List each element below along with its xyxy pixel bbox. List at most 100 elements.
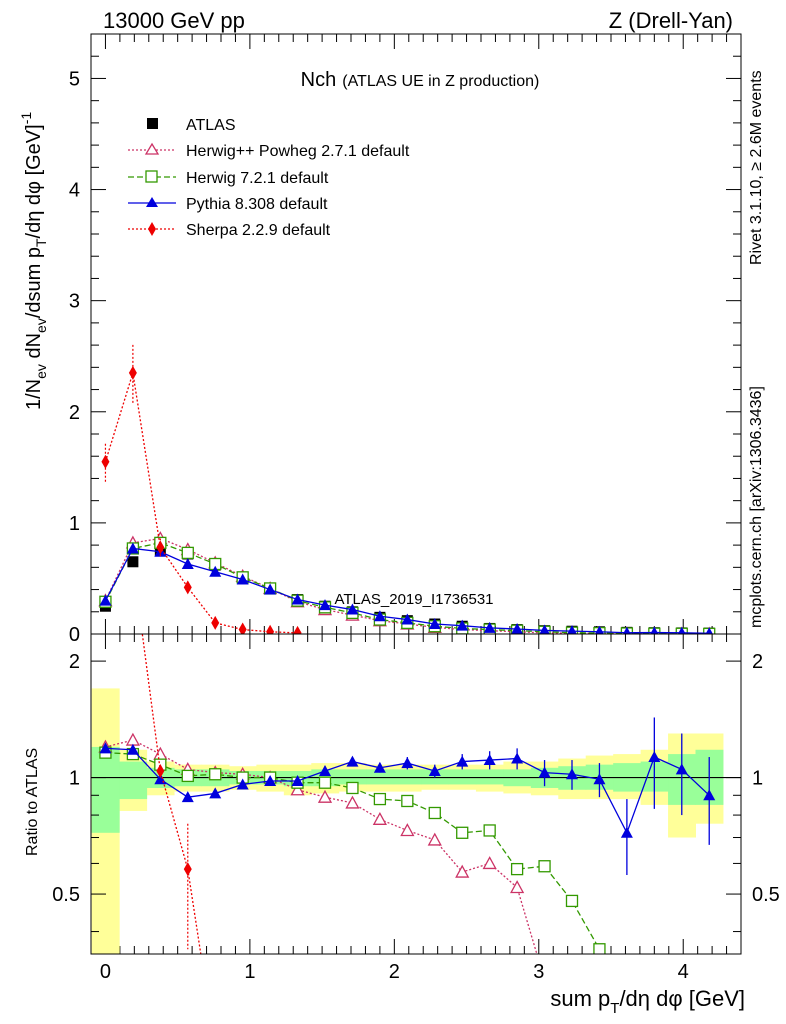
plot-title: Nch (ATLAS UE in Z production) [301, 69, 540, 91]
ratio-point-sherpa [183, 862, 192, 877]
point-pythia [677, 626, 686, 634]
point-pythia [456, 619, 469, 631]
point-pythia [401, 613, 414, 625]
legend-pythia-label: Pythia 8.308 default [186, 196, 328, 213]
ratio-point-pythia [99, 742, 112, 754]
point-pythia [511, 623, 524, 634]
point-pythia [346, 603, 359, 615]
legend-pythia: Pythia 8.308 default [128, 196, 328, 213]
legend-herwigpp: Herwig++ Powheg 2.7.1 default [128, 142, 410, 160]
bottom-y-tick-labels: 0.5 0.5 1 1 2 2 [52, 651, 780, 906]
legend-atlas-label: ATLAS [186, 117, 236, 134]
ratio-point-pythia [703, 789, 716, 801]
ratio-point-herwig7 [401, 794, 414, 808]
series-line-sherpa [104, 372, 298, 634]
band-inner [393, 769, 422, 785]
bottom-y-tick-label-left: 1 [69, 768, 80, 790]
legend-herwigpp-marker [144, 142, 160, 155]
point-herwig7 [181, 546, 194, 560]
ratio-point-pythia [126, 743, 139, 755]
header-left: 13000 GeV pp [103, 8, 245, 33]
x-tick-label: 0 [100, 961, 111, 983]
bottom-y-axis-label: Ratio to ATLAS [24, 748, 41, 856]
ratio-point-pythia [319, 764, 331, 776]
point-sherpa [101, 454, 110, 469]
ratio-point-herwig7 [318, 776, 332, 789]
legend-sherpa-marker [148, 222, 156, 236]
point-sherpa [293, 625, 302, 634]
point-pythia [622, 626, 631, 634]
legend-pythia-marker [146, 197, 158, 207]
ratio-point-pythia [264, 774, 277, 786]
point-pythia [539, 624, 550, 634]
ratio-point-herwigpp [317, 789, 333, 803]
top-y-axis-label: 1/Nev dNev/dsum pT/dη dφ [GeV]-1 [18, 112, 49, 410]
ratio-point-herwig7 [593, 943, 606, 954]
point-pythia [567, 625, 577, 634]
ratio-point-herwig7 [510, 862, 524, 876]
legend-herwigpp-label: Herwig++ Powheg 2.7.1 default [186, 143, 410, 160]
ratio-point-herwig7 [483, 824, 496, 837]
point-pythia [181, 558, 194, 569]
point-sherpa [128, 365, 137, 380]
top-y-tick-label: 1 [69, 513, 80, 535]
ratio-point-sherpa [156, 763, 165, 778]
ratio-point-pythia [648, 751, 661, 763]
legend-herwig7-label: Herwig 7.2.1 default [186, 170, 329, 187]
bottom-y-tick-label-right: 1 [752, 768, 763, 790]
point-pythia [705, 627, 713, 634]
ratio-point-pythia [566, 768, 578, 780]
ratio-point-pythia [236, 778, 249, 790]
ratio-point-herwigpp [345, 795, 360, 809]
legend-sherpa-label: Sherpa 2.2.9 default [186, 222, 331, 239]
point-pythia [291, 593, 304, 605]
point-sherpa [156, 540, 165, 555]
bottom-series-group [98, 634, 716, 954]
band-inner [338, 769, 367, 785]
point-pythia [594, 625, 604, 634]
point-sherpa [211, 615, 220, 630]
ratio-series-herwig7 [99, 746, 606, 954]
bottom-y-tick-label-right: 0.5 [752, 884, 780, 906]
ratio-point-pythia [291, 774, 304, 786]
point-pythia [236, 573, 249, 585]
point-pythia [373, 610, 386, 622]
ratio-point-herwigpp [427, 832, 442, 846]
legend-herwig7: Herwig 7.2.1 default [128, 170, 329, 187]
ratio-point-pythia [593, 773, 606, 785]
ratio-point-pythia [511, 752, 524, 764]
band-inner [366, 769, 395, 785]
plot-title-main: Nch [301, 69, 337, 91]
ratio-point-herwigpp [510, 880, 525, 894]
top-y-tick-label: 5 [69, 68, 80, 90]
point-pythia [99, 594, 112, 606]
legend-atlas: ATLAS [147, 117, 236, 134]
legend: ATLAS Herwig++ Powheg 2.7.1 default Herw… [128, 117, 410, 239]
band-outer [91, 688, 120, 954]
ratio-point-herwigpp [125, 732, 140, 746]
ratio-point-pythia [373, 761, 386, 773]
legend-sherpa: Sherpa 2.2.9 default [128, 222, 331, 239]
top-y-tick-label: 0 [69, 624, 80, 646]
point-sherpa [238, 622, 247, 634]
x-axis-label: sum pT/dη dφ [GeV] [550, 986, 745, 1017]
ratio-point-pythia [538, 766, 551, 778]
ratio-point-herwigpp [153, 746, 168, 760]
ratio-point-pythia [209, 787, 222, 799]
top-y-tick-label: 2 [69, 402, 80, 424]
x-tick-label: 3 [533, 961, 544, 983]
series-pythia [99, 542, 713, 634]
point-pythia [483, 621, 496, 633]
ratio-point-herwigpp [400, 823, 415, 837]
ratio-line-herwigpp [105, 739, 538, 954]
ratio-point-pythia [346, 755, 359, 767]
legend-herwig7-marker [145, 170, 158, 183]
x-tick-label: 1 [244, 961, 255, 983]
ratio-point-herwig7 [538, 860, 551, 873]
ratio-point-pythia [456, 755, 469, 767]
top-y-tick-label: 4 [69, 180, 80, 202]
ratio-point-herwig7 [346, 781, 359, 795]
point-pythia [319, 599, 331, 611]
